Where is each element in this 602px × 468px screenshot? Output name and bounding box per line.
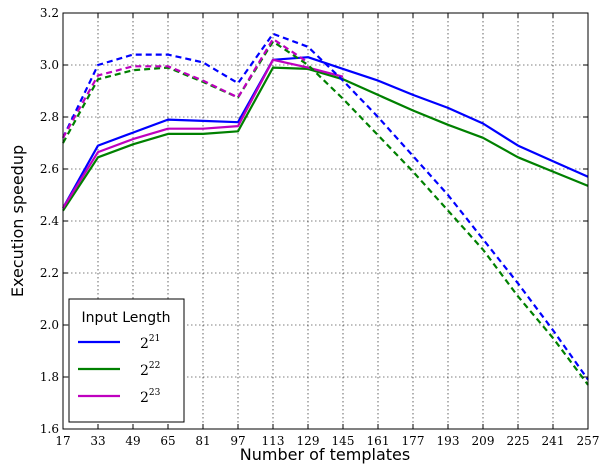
x-tick-label: 113 (262, 434, 285, 448)
y-tick-label: 2.4 (40, 214, 59, 228)
x-tick-label: 49 (125, 434, 140, 448)
x-tick-label: 145 (332, 434, 355, 448)
x-tick-label: 193 (437, 434, 460, 448)
x-tick-label: 241 (542, 434, 565, 448)
x-tick-label: 33 (90, 434, 105, 448)
series-lines (62, 32, 589, 386)
legend-title: Input Length (82, 310, 171, 326)
series-line (62, 40, 589, 386)
x-tick-label: 257 (577, 434, 600, 448)
x-axis-label: Number of templates (240, 445, 410, 464)
x-tick-label: 225 (507, 434, 530, 448)
y-tick-label: 3.0 (40, 58, 59, 72)
x-tick-label: 97 (230, 434, 245, 448)
y-tick-label: 2.6 (40, 162, 59, 176)
y-tick-label: 1.6 (40, 422, 59, 436)
legend-entry-label: 221 (140, 334, 160, 352)
series-line (62, 66, 589, 212)
legend: Input Length 221 222 223 (68, 298, 185, 423)
x-tick-label: 177 (402, 434, 425, 448)
axis-ticks: 17 33 49 65 81 97 113 129 145 161 177 193 209 225 241 2… (40, 6, 600, 448)
x-tick-label: 81 (195, 434, 210, 448)
y-tick-label: 3.2 (40, 6, 59, 20)
y-tick-label: 1.8 (40, 370, 59, 384)
x-tick-label: 17 (55, 434, 70, 448)
y-axis-label: Execution speedup (8, 145, 27, 297)
series-line (62, 32, 589, 381)
series-line (62, 58, 344, 209)
y-tick-label: 2.8 (40, 110, 59, 124)
legend-entry-label: 222 (140, 361, 160, 379)
x-tick-label: 161 (367, 434, 390, 448)
y-tick-label: 2.0 (40, 318, 59, 332)
x-tick-label: 209 (472, 434, 495, 448)
legend-box (68, 298, 185, 423)
legend-entries: 221 222 223 (78, 334, 161, 406)
legend-entry-label: 223 (140, 388, 161, 406)
y-tick-label: 2.2 (40, 266, 59, 280)
series-line (62, 37, 309, 139)
x-tick-label: 65 (160, 434, 175, 448)
x-tick-label: 129 (297, 434, 320, 448)
